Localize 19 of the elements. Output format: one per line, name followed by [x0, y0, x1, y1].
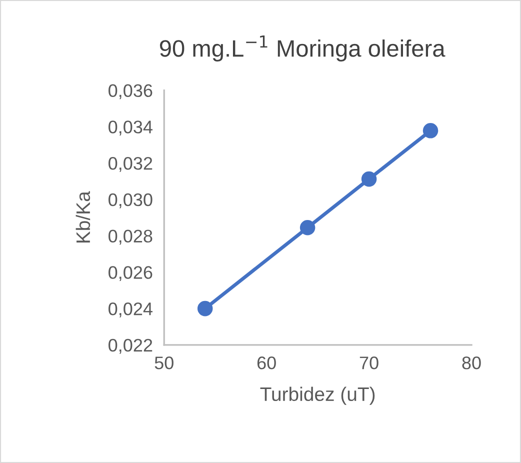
y-tick-label: 0,024: [108, 302, 152, 318]
y-axis-title: Kb/Ka: [76, 191, 90, 242]
point: [197, 300, 213, 316]
y-tick-label: 0,028: [108, 230, 152, 245]
chart-title: 90 mg.L$^{−1}$ Moringa oleifera: [160, 36, 446, 62]
point: [361, 171, 377, 187]
x-axis-title: Turbidez (uT): [260, 386, 375, 405]
point: [422, 123, 438, 138]
x-tick-label: 60: [257, 356, 276, 370]
point: [300, 220, 316, 236]
x-tick-label: 50: [154, 356, 174, 370]
x-tick-label: 80: [462, 356, 481, 370]
y-tick-label: 0,030: [108, 193, 152, 208]
y-tick-label: 0,034: [108, 120, 152, 136]
y-tick-label: 0,026: [108, 266, 152, 282]
y-tick-label: 0,036: [108, 84, 152, 100]
y-tick-label: 0,032: [108, 156, 152, 172]
x-tick-label: 70: [360, 356, 378, 370]
y-tick-label: 0,022: [108, 338, 152, 354]
